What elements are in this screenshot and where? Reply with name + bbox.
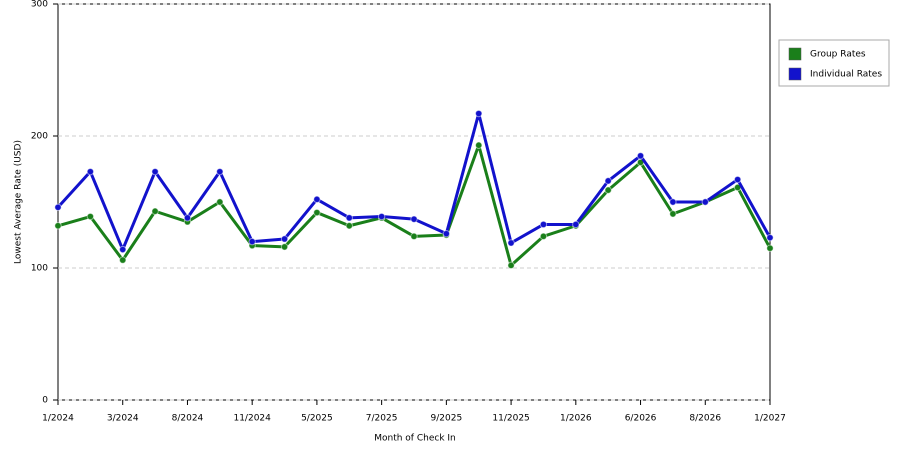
data-point [345, 214, 353, 222]
data-point [54, 203, 62, 211]
x-tick-label: 8/2024 [172, 414, 204, 424]
data-point [604, 186, 612, 194]
data-point [539, 220, 548, 229]
data-point [604, 177, 612, 185]
data-point [766, 233, 774, 242]
data-point [313, 208, 321, 217]
y-tick-label: 0 [42, 396, 48, 406]
data-point [86, 167, 95, 176]
data-point [119, 256, 127, 264]
legend-label: Individual Rates [810, 70, 882, 80]
x-tick-label: 9/2025 [431, 414, 463, 424]
data-point [669, 210, 677, 218]
data-point [410, 232, 418, 241]
data-point [539, 232, 548, 241]
data-point [410, 215, 418, 223]
x-tick-label: 1/2026 [560, 414, 592, 424]
x-axis-title: Month of Check In [374, 434, 456, 444]
legend-swatch [788, 47, 802, 61]
series-line [56, 112, 772, 252]
data-point [572, 220, 580, 229]
data-point [507, 261, 515, 270]
data-point [151, 207, 159, 215]
data-point [216, 198, 224, 206]
x-tick-label: 3/2024 [107, 414, 139, 424]
legend-label: Group Rates [810, 50, 866, 60]
data-point [701, 198, 709, 206]
x-tick-label: 6/2026 [625, 414, 657, 424]
data-point [442, 229, 451, 238]
x-tick-label: 5/2025 [301, 414, 333, 424]
y-tick-label: 100 [31, 264, 48, 274]
data-point [54, 222, 62, 230]
data-point [280, 243, 289, 251]
data-point [86, 212, 95, 221]
x-tick-label: 7/2025 [366, 414, 398, 424]
x-tick-label: 11/2024 [233, 414, 271, 424]
x-tick-label: 8/2026 [689, 414, 721, 424]
data-point [766, 244, 774, 252]
plot-frame [57, 3, 771, 401]
x-tick-label: 11/2025 [492, 414, 529, 424]
data-point [669, 198, 677, 206]
data-point [636, 152, 645, 160]
x-tick-label: 1/2027 [754, 414, 786, 424]
data-point [280, 235, 289, 243]
data-point [216, 167, 224, 176]
data-point [151, 167, 159, 176]
data-point [313, 195, 321, 204]
y-axis-title: Lowest Average Rate (USD) [14, 140, 24, 264]
data-point [248, 237, 256, 246]
data-point [345, 222, 353, 230]
data-point [119, 245, 127, 254]
series-line [57, 143, 772, 267]
y-tick-label: 200 [31, 132, 48, 142]
data-point [475, 141, 483, 149]
y-tick-label: 300 [31, 0, 48, 10]
data-point [377, 212, 386, 221]
x-tick-label: 1/2024 [42, 414, 74, 424]
data-point [733, 175, 742, 184]
data-point [183, 214, 192, 222]
data-point [507, 239, 515, 247]
legend-swatch [788, 67, 802, 81]
data-point [475, 109, 483, 118]
